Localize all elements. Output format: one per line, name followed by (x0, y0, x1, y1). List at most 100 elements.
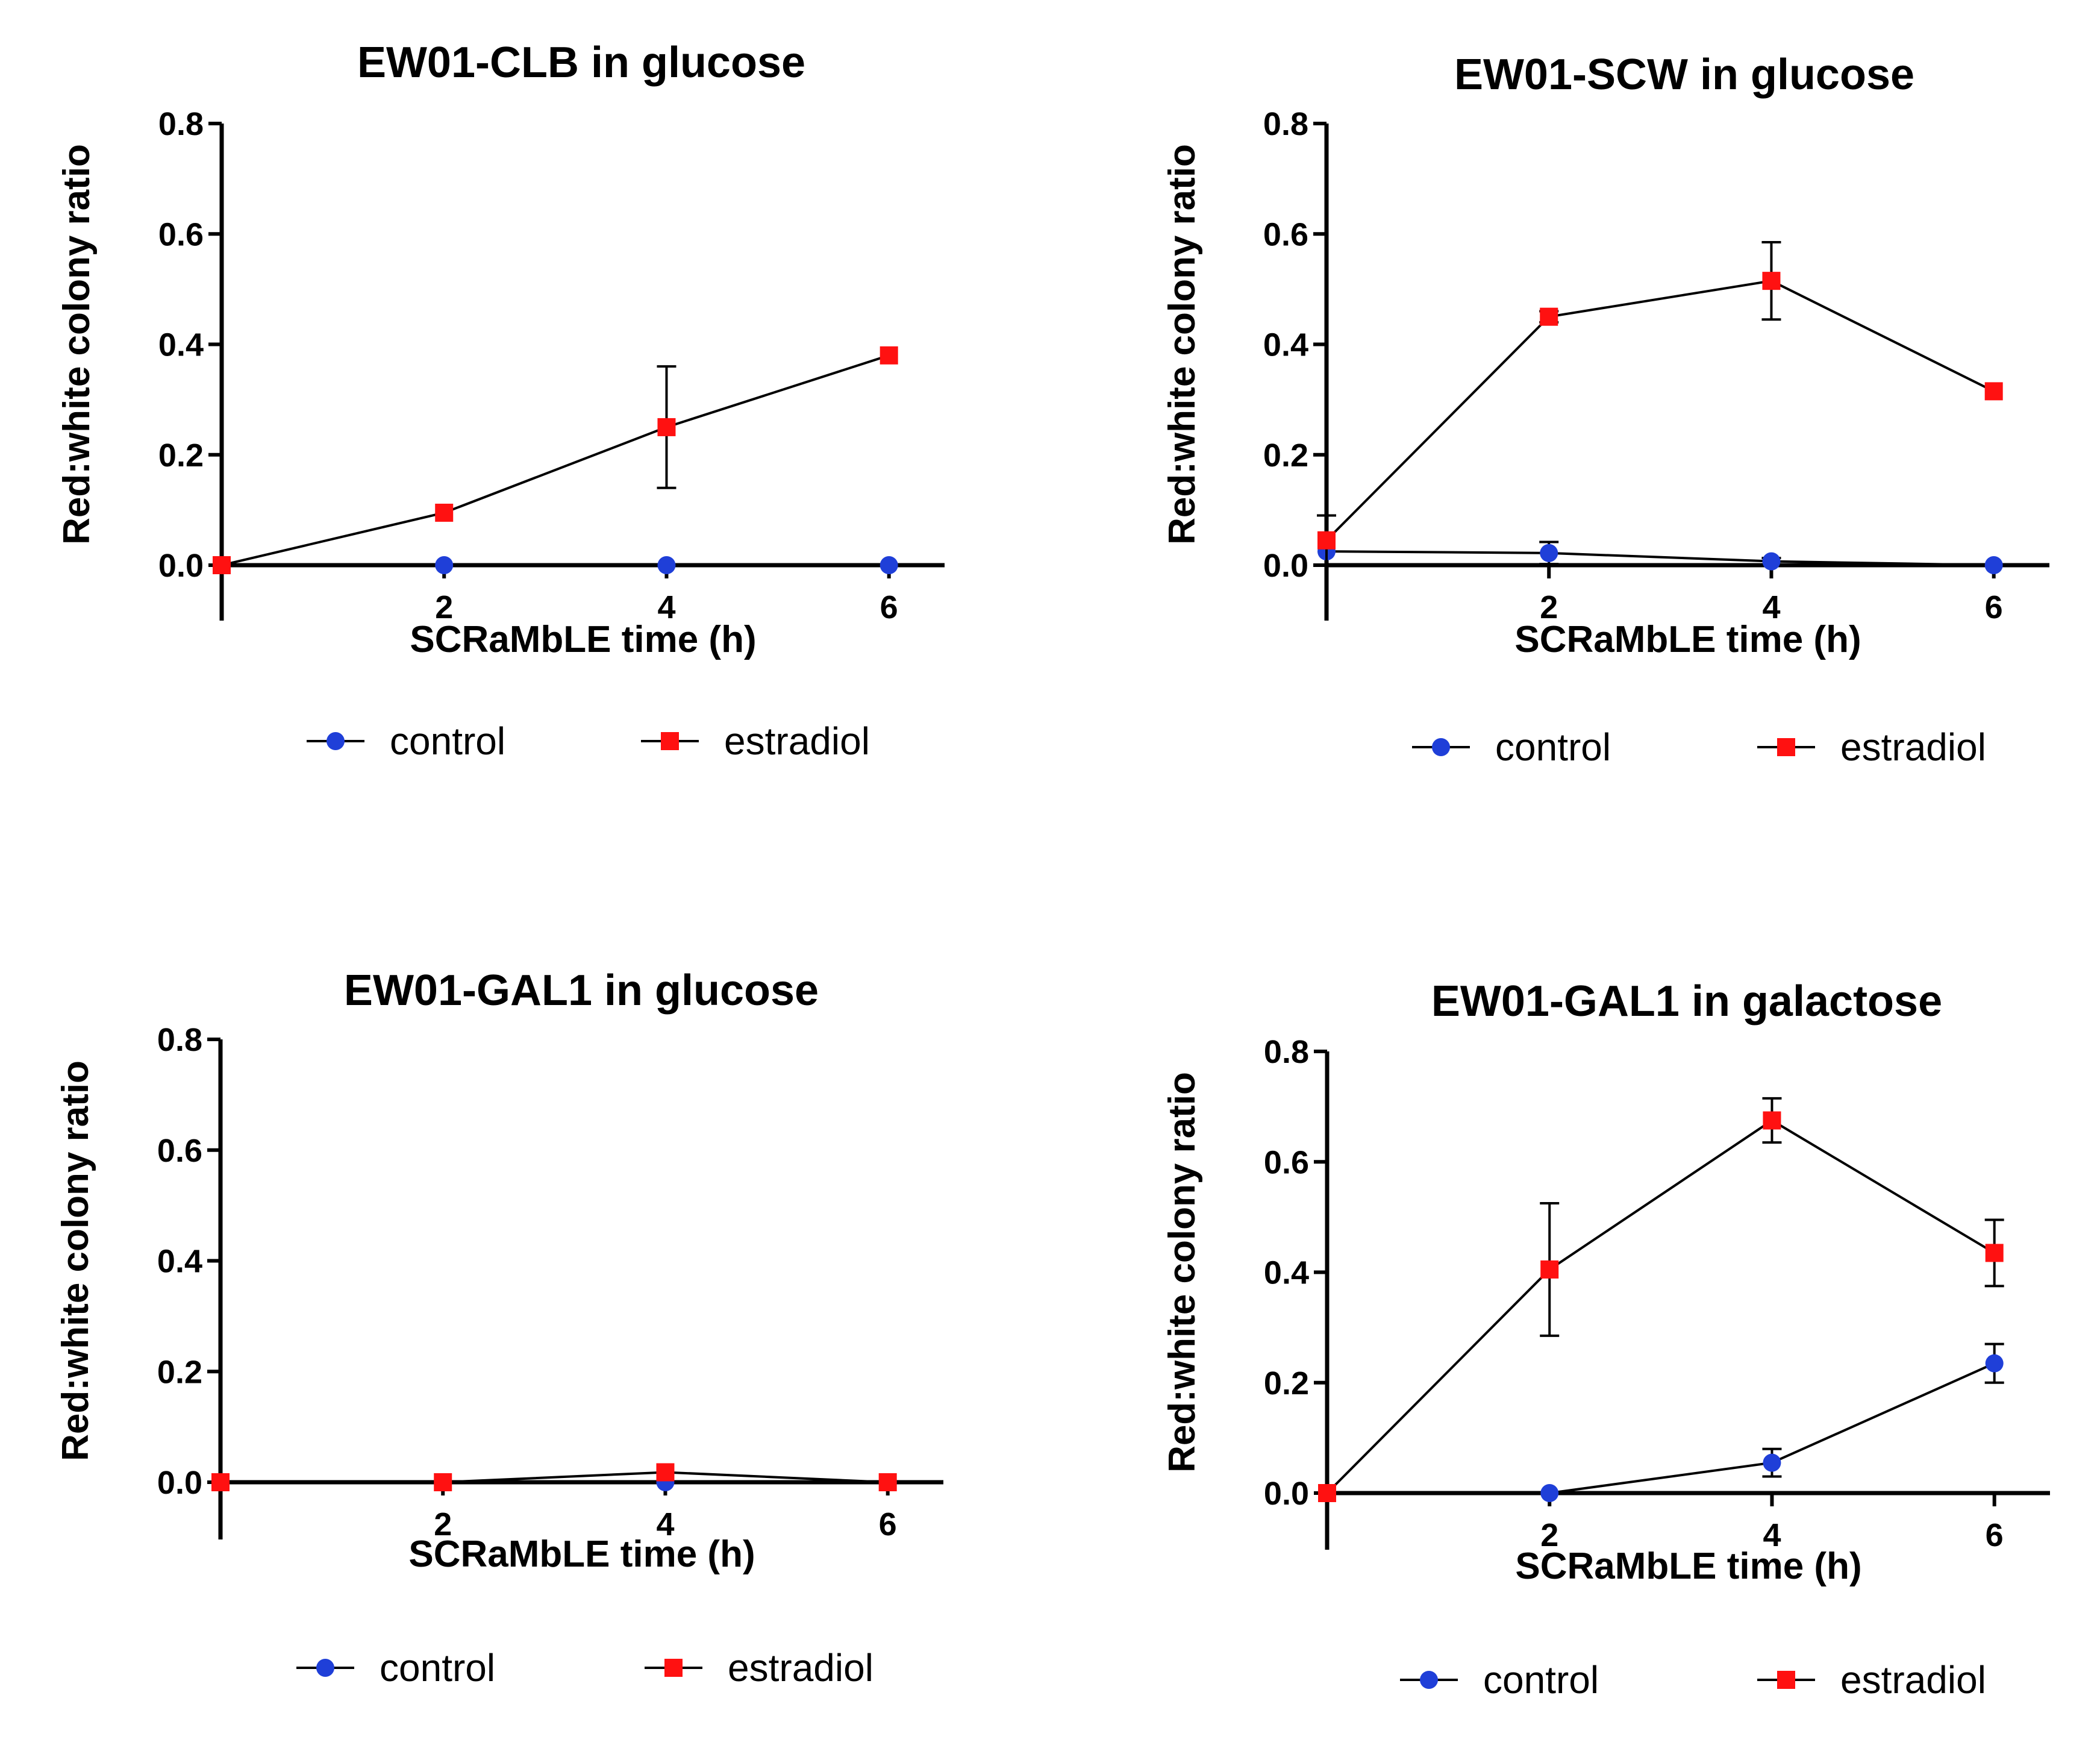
x-axis-label: SCRaMbLE time (h) (1514, 619, 1861, 660)
data-point-estradiol (1763, 1111, 1781, 1130)
y-tick-label: 0.6 (157, 1133, 202, 1169)
chart-title: EW01-CLB in glucose (357, 39, 805, 87)
y-tick-label: 0.6 (1263, 216, 1308, 252)
series-line-control (1327, 1362, 1995, 1494)
data-point-control (657, 556, 676, 574)
legend-marker-estradiol (664, 1659, 683, 1677)
data-point-estradiol (656, 1463, 675, 1482)
x-tick-label: 2 (1540, 589, 1558, 625)
data-point-estradiol (434, 1473, 452, 1491)
data-point-control (1984, 556, 2003, 574)
data-point-control (435, 556, 454, 574)
legend: control estradiol (1400, 1658, 1986, 1702)
y-tick-label: 0.0 (1264, 1476, 1309, 1512)
y-tick-label: 0.0 (158, 548, 204, 584)
y-tick-label: 0.8 (1263, 106, 1308, 142)
y-tick-label: 0.2 (157, 1354, 202, 1390)
y-tick-label: 0.8 (157, 1022, 202, 1058)
data-point-estradiol (657, 418, 676, 436)
x-tick-label: 2 (435, 589, 453, 625)
legend-label-control: control (1483, 1658, 1599, 1702)
y-tick-label: 0.2 (1263, 437, 1308, 474)
legend-marker-estradiol (1777, 1671, 1795, 1689)
x-tick-label: 6 (879, 1506, 897, 1542)
data-point-estradiol (1540, 307, 1558, 326)
legend-marker-control (1420, 1671, 1438, 1689)
y-axis-label: Red:white colony ratio (1161, 1072, 1203, 1473)
legend-label-control: control (1495, 725, 1611, 769)
series-estradiol (1318, 1097, 2004, 1502)
x-tick-label: 6 (1985, 589, 2003, 625)
x-axis-label: SCRaMbLE time (h) (408, 1533, 755, 1575)
x-axis-label: SCRaMbLE time (h) (1515, 1545, 1861, 1587)
y-tick-label: 0.4 (158, 327, 204, 363)
data-point-control (880, 556, 898, 574)
series-line-estradiol (1326, 1119, 1995, 1494)
data-point-estradiol (1540, 1260, 1559, 1279)
data-point-control (1762, 552, 1781, 571)
chart-panel-2: EW01-SCW in glucose 0.0 0.2 0.4 0.6 0.8 2 4 6 SCR… (1161, 51, 2049, 769)
series-line-control (1326, 550, 1994, 566)
legend-marker-control (327, 732, 345, 750)
data-point-estradiol (1984, 382, 2003, 401)
x-tick-label: 4 (656, 1506, 674, 1542)
x-tick-label: 4 (1763, 1517, 1781, 1553)
legend-marker-control (316, 1659, 334, 1677)
y-tick-label: 0.4 (1263, 327, 1308, 363)
legend-label-estradiol: estradiol (1840, 725, 1986, 769)
chart-panel-1: EW01-CLB in glucose 0.0 0.2 0.4 0.6 0.8 2 4 6 SCR… (56, 39, 945, 763)
x-tick-label: 2 (1540, 1517, 1558, 1553)
chart-title: EW01-GAL1 in glucose (344, 966, 819, 1015)
legend-label-estradiol: estradiol (728, 1646, 873, 1690)
series-estradiol (211, 1463, 897, 1491)
series-control (1317, 540, 2003, 574)
data-point-estradiol (878, 1473, 897, 1491)
data-point-estradiol (211, 1473, 230, 1491)
series-line-estradiol (221, 354, 890, 566)
legend: control estradiol (307, 719, 870, 763)
legend-marker-estradiol (661, 732, 679, 750)
data-point-control (1763, 1453, 1781, 1472)
y-tick-label: 0.6 (1264, 1144, 1309, 1180)
legend-label-control: control (380, 1646, 495, 1690)
x-tick-label: 4 (657, 589, 675, 625)
data-point-control (1540, 543, 1558, 562)
y-tick-label: 0.2 (158, 437, 204, 474)
data-point-estradiol (1985, 1244, 2004, 1262)
series-line-estradiol (220, 1471, 888, 1483)
data-point-control (1540, 1484, 1559, 1502)
data-point-estradiol (435, 503, 454, 522)
data-point-estradiol (1317, 531, 1336, 550)
y-tick-label: 0.8 (1264, 1034, 1309, 1070)
legend-label-estradiol: estradiol (724, 719, 870, 763)
legend: control estradiol (296, 1646, 873, 1690)
y-tick-label: 0.6 (158, 216, 204, 252)
series-estradiol (213, 346, 898, 574)
chart-panel-3: EW01-GAL1 in glucose 0.0 0.2 0.4 0.6 0.8 2 4 6 SC… (55, 966, 943, 1690)
data-point-control (1985, 1354, 2004, 1373)
y-axis-label: Red:white colony ratio (1161, 144, 1203, 545)
y-axis-label: Red:white colony ratio (55, 1060, 96, 1461)
x-axis-label: SCRaMbLE time (h) (410, 619, 756, 660)
x-tick-label: 4 (1762, 589, 1780, 625)
y-tick-label: 0.4 (1264, 1255, 1309, 1291)
y-tick-label: 0.0 (157, 1465, 202, 1501)
chart-title: EW01-GAL1 in galactose (1431, 977, 1942, 1026)
chart-title: EW01-SCW in glucose (1454, 51, 1914, 99)
y-axis-label: Red:white colony ratio (56, 144, 98, 545)
x-tick-label: 6 (880, 589, 898, 625)
y-tick-label: 0.4 (157, 1244, 202, 1280)
chart-panel-4: EW01-GAL1 in galactose 0.0 0.2 0.4 0.6 0.8 2 4 6… (1161, 977, 2050, 1702)
data-point-estradiol (213, 556, 231, 574)
data-point-estradiol (1318, 1484, 1336, 1502)
legend: control estradiol (1412, 725, 1986, 769)
data-point-estradiol (880, 346, 898, 365)
y-tick-label: 0.2 (1264, 1365, 1309, 1401)
legend-label-control: control (390, 719, 505, 763)
legend-label-estradiol: estradiol (1840, 1658, 1986, 1702)
series-estradiol (1317, 240, 2003, 566)
y-tick-label: 0.0 (1263, 548, 1308, 584)
y-tick-label: 0.8 (158, 106, 204, 142)
